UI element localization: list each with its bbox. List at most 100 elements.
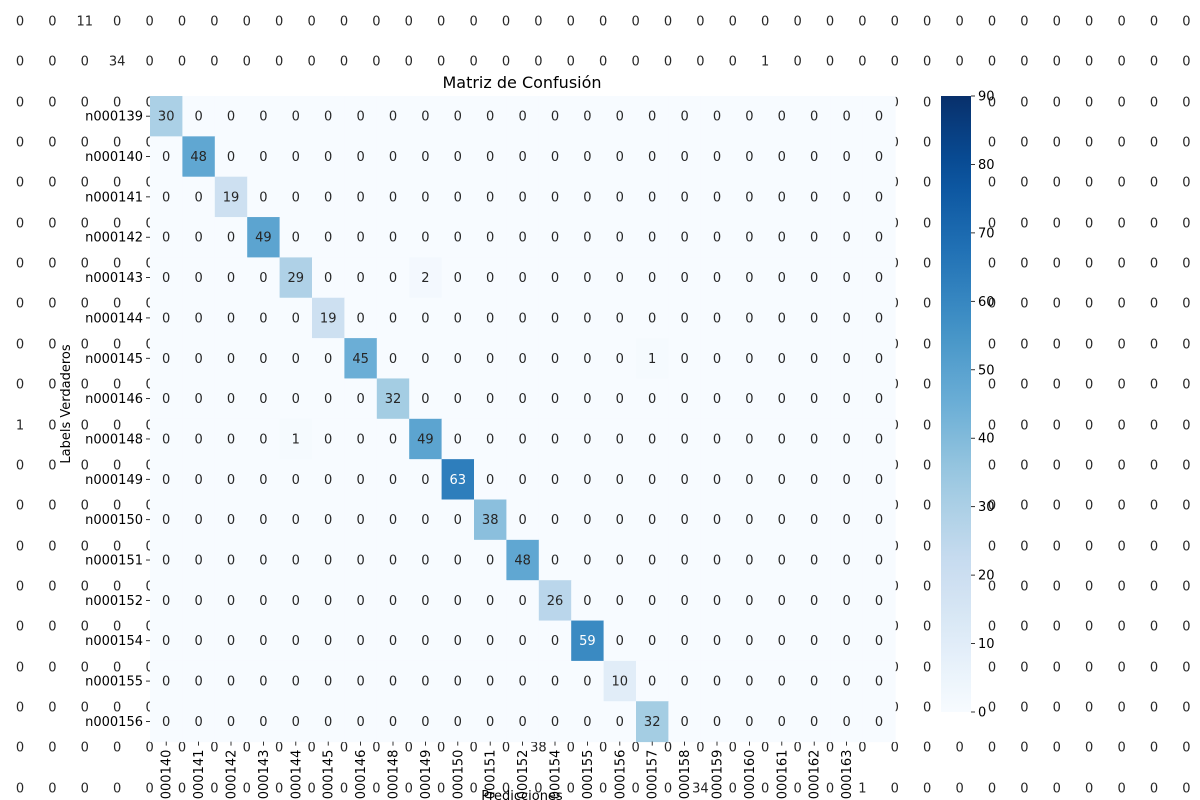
heatmap-cell-label: 0: [421, 715, 429, 730]
background-cell: 0: [242, 54, 251, 70]
background-cell: 0: [1052, 337, 1061, 353]
background-cell: 0: [728, 14, 737, 30]
heatmap-cell: [765, 701, 799, 743]
heatmap-cell-label: 10: [612, 675, 629, 690]
background-cell: 0: [48, 619, 57, 635]
heatmap-cell-label: 32: [644, 715, 661, 730]
heatmap-cell: [571, 660, 605, 702]
background-cell: 0: [1020, 458, 1029, 474]
background-cell: 0: [15, 660, 25, 676]
heatmap-cell-label: 0: [713, 110, 721, 125]
heatmap-cell: [214, 701, 248, 743]
heatmap-cell: [603, 217, 637, 258]
heatmap-cell: [733, 176, 767, 218]
heatmap-cell: [765, 338, 799, 379]
heatmap-cell: [668, 297, 702, 339]
background-cell: 0: [1149, 458, 1159, 474]
heatmap-cell: [312, 701, 345, 743]
heatmap-cell: [538, 217, 572, 258]
heatmap-cell: [830, 338, 864, 379]
heatmap-cell-label: 0: [259, 715, 267, 730]
heatmap-cell: [344, 257, 378, 299]
heatmap-cell-label: 0: [162, 352, 170, 367]
heatmap-cell-label: 30: [158, 110, 175, 125]
heatmap-cell: [441, 620, 475, 662]
background-cell: 0: [1149, 216, 1159, 232]
heatmap-cell: [636, 378, 669, 420]
background-cell: 0: [1020, 740, 1029, 756]
heatmap-cell-label: 0: [356, 150, 364, 165]
background-cell: 0: [1085, 377, 1094, 393]
heatmap-cell: [506, 338, 540, 379]
heatmap-cell-label: 0: [648, 392, 656, 407]
heatmap-cell: [798, 297, 831, 339]
heatmap-cell-label: 0: [292, 311, 300, 326]
background-cell: 0: [1182, 175, 1191, 191]
heatmap-cell-label: 0: [551, 190, 559, 205]
y-tick-label: n000143: [85, 271, 143, 286]
background-cell: 0: [113, 216, 122, 232]
heatmap-cell-label: 0: [162, 554, 170, 569]
heatmap-cell-label: 0: [810, 352, 818, 367]
y-tick-label: n000139: [85, 110, 143, 125]
heatmap-cell: [733, 539, 767, 581]
heatmap-cell: [571, 136, 605, 178]
heatmap-cell: [636, 217, 669, 258]
background-cell: 0: [1117, 296, 1126, 312]
y-tick-label: n000140: [85, 150, 143, 165]
heatmap-cell: [474, 217, 507, 258]
background-cell: 0: [1182, 377, 1191, 393]
heatmap-cell: [862, 539, 896, 581]
background-cell: 0: [339, 740, 349, 756]
heatmap-cell-label: 0: [227, 554, 235, 569]
heatmap-cell: [150, 96, 183, 137]
heatmap-cell: [182, 297, 216, 339]
heatmap-cell-label: 0: [518, 432, 526, 447]
heatmap-cell: [441, 257, 475, 299]
heatmap-cell-label: 0: [454, 311, 462, 326]
heatmap-cell: [733, 580, 767, 622]
heatmap-cell: [506, 136, 540, 178]
heatmap-cell-label: 0: [778, 271, 786, 286]
background-cell: 0: [987, 337, 997, 353]
heatmap-cell: [538, 338, 572, 379]
heatmap-cell: [376, 580, 410, 622]
heatmap-cell-label: 0: [421, 231, 429, 246]
x-tick-label: n000143: [257, 750, 272, 800]
heatmap-cell-label: 0: [583, 715, 591, 730]
heatmap-cell: [830, 176, 864, 218]
heatmap-cell: [376, 96, 410, 137]
heatmap-cell: [636, 660, 669, 702]
background-cell: 0: [1117, 54, 1126, 70]
background-cell: 0: [339, 14, 349, 30]
heatmap-cell: [474, 580, 507, 622]
heatmap-cell-label: 1: [648, 352, 656, 367]
colorbar-tick-label: 10: [978, 637, 995, 652]
heatmap-cell: [538, 257, 572, 299]
heatmap-cell-label: 0: [778, 352, 786, 367]
heatmap-cell: [798, 499, 831, 541]
heatmap-cell: [279, 338, 313, 379]
background-cell: 0: [923, 95, 932, 111]
background-cell: 0: [1020, 216, 1029, 232]
heatmap-cell-label: 0: [389, 311, 397, 326]
heatmap-cell: [765, 620, 799, 662]
background-cell: 0: [145, 54, 154, 70]
heatmap-cell: [733, 620, 767, 662]
background-cell: 0: [890, 740, 899, 756]
background-cell: 0: [1117, 95, 1126, 111]
heatmap-cell-label: 0: [421, 190, 429, 205]
background-cell: 0: [15, 619, 25, 635]
heatmap-cell: [862, 176, 896, 218]
background-cell: 1: [858, 781, 867, 797]
background-cell: 0: [1052, 216, 1061, 232]
background-cell: 0: [15, 54, 25, 70]
heatmap-cell-label: 0: [648, 190, 656, 205]
heatmap-cell: [474, 176, 507, 218]
heatmap-cell: [538, 297, 572, 339]
heatmap-cell: [150, 136, 183, 178]
background-cell: 0: [307, 14, 316, 30]
background-cell: 0: [1182, 498, 1191, 514]
heatmap-cell: [668, 580, 702, 622]
background-cell: 0: [15, 700, 25, 716]
